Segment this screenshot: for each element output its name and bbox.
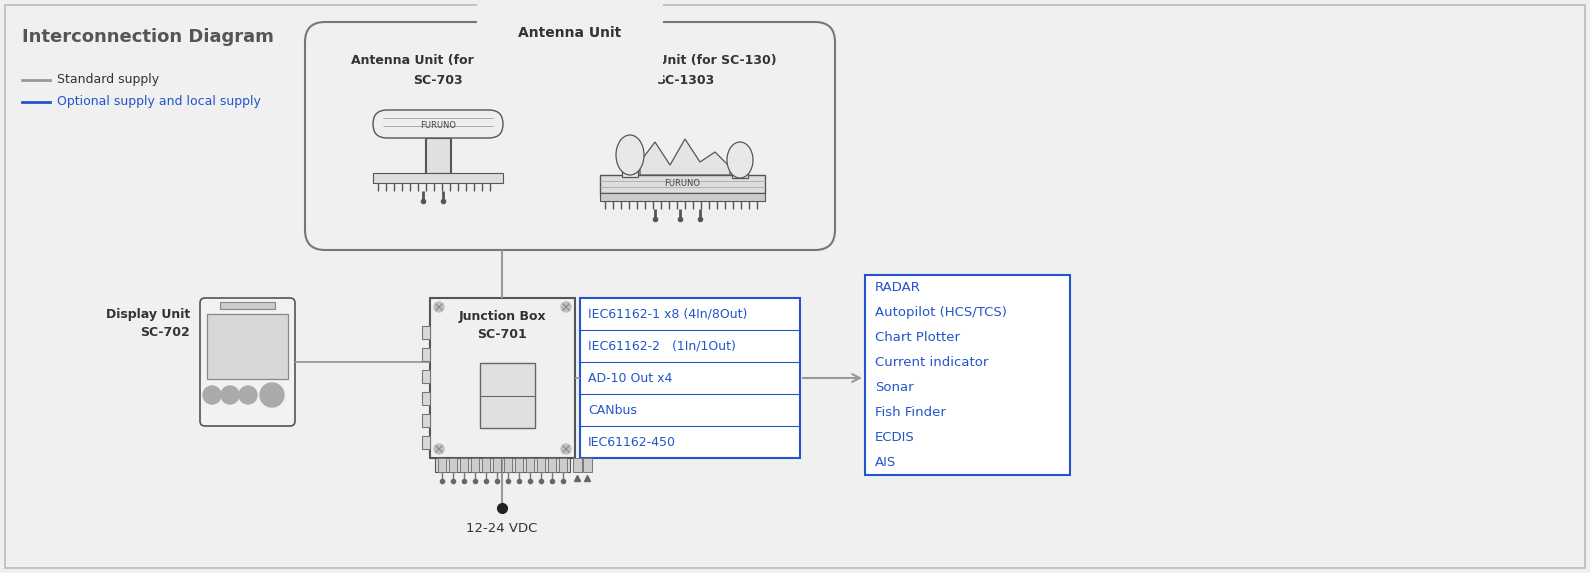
Bar: [482, 458, 490, 472]
Circle shape: [434, 302, 444, 312]
Bar: [429, 298, 576, 458]
Bar: [421, 326, 429, 339]
Text: FURUNO: FURUNO: [420, 121, 456, 131]
Text: Junction Box: Junction Box: [458, 310, 547, 323]
Text: IEC61162-2   (1In/1Out): IEC61162-2 (1In/1Out): [588, 339, 736, 352]
Bar: [421, 348, 429, 361]
Text: Antenna Unit (for SC-70): Antenna Unit (for SC-70): [351, 54, 525, 67]
Circle shape: [434, 444, 444, 454]
Circle shape: [204, 386, 221, 404]
Bar: [537, 458, 545, 472]
Polygon shape: [641, 139, 730, 175]
Text: Antenna Unit: Antenna Unit: [518, 26, 622, 40]
Text: SC-1303: SC-1303: [655, 74, 714, 87]
Bar: [493, 458, 501, 472]
Text: 12-24 VDC: 12-24 VDC: [466, 522, 537, 535]
Text: Fish Finder: Fish Finder: [875, 406, 946, 419]
Bar: [865, 275, 1070, 475]
Bar: [436, 458, 569, 472]
Bar: [421, 370, 429, 383]
Text: IEC61162-450: IEC61162-450: [588, 435, 676, 449]
Circle shape: [238, 386, 258, 404]
Text: Current indicator: Current indicator: [875, 356, 989, 369]
Ellipse shape: [615, 135, 644, 175]
Text: Autopilot (HCS/TCS): Autopilot (HCS/TCS): [875, 306, 1006, 319]
Text: Optional supply and local supply: Optional supply and local supply: [57, 96, 261, 108]
Ellipse shape: [727, 142, 754, 178]
Bar: [460, 458, 467, 472]
Bar: [622, 155, 638, 177]
Text: Sonar: Sonar: [875, 381, 914, 394]
Circle shape: [221, 386, 238, 404]
Text: Chart Plotter: Chart Plotter: [875, 331, 960, 344]
Circle shape: [261, 383, 285, 407]
Bar: [421, 392, 429, 405]
Text: CANbus: CANbus: [588, 403, 638, 417]
Bar: [480, 363, 534, 428]
Text: ECDIS: ECDIS: [875, 431, 914, 444]
Bar: [504, 458, 512, 472]
Text: Interconnection Diagram: Interconnection Diagram: [22, 28, 273, 46]
Bar: [599, 193, 765, 201]
Bar: [471, 458, 479, 472]
Text: RADAR: RADAR: [875, 281, 921, 294]
Circle shape: [561, 302, 571, 312]
Bar: [584, 458, 591, 472]
Bar: [580, 298, 800, 458]
Bar: [731, 160, 747, 178]
Bar: [374, 173, 502, 183]
Text: Standard supply: Standard supply: [57, 73, 159, 87]
Bar: [421, 436, 429, 449]
Text: AD-10 Out x4: AD-10 Out x4: [588, 371, 673, 384]
Bar: [426, 138, 450, 173]
FancyBboxPatch shape: [374, 110, 502, 138]
Text: SC-703: SC-703: [413, 74, 463, 87]
Bar: [421, 414, 429, 427]
Bar: [560, 458, 568, 472]
Bar: [207, 314, 288, 379]
Bar: [549, 458, 556, 472]
Bar: [599, 175, 765, 193]
Text: Display Unit: Display Unit: [107, 308, 189, 321]
FancyBboxPatch shape: [305, 22, 835, 250]
Bar: [437, 458, 447, 472]
Text: FURUNO: FURUNO: [665, 179, 701, 189]
Bar: [448, 458, 456, 472]
Bar: [572, 458, 582, 472]
Text: SC-701: SC-701: [477, 328, 528, 341]
Text: Antenna Unit (for SC-130): Antenna Unit (for SC-130): [593, 54, 776, 67]
Text: SC-702: SC-702: [140, 326, 189, 339]
FancyBboxPatch shape: [200, 298, 296, 426]
Bar: [219, 302, 275, 309]
Bar: [515, 458, 523, 472]
Text: AIS: AIS: [875, 456, 897, 469]
Circle shape: [561, 444, 571, 454]
Bar: [526, 458, 534, 472]
Text: IEC61162-1 x8 (4In/8Out): IEC61162-1 x8 (4In/8Out): [588, 308, 747, 320]
